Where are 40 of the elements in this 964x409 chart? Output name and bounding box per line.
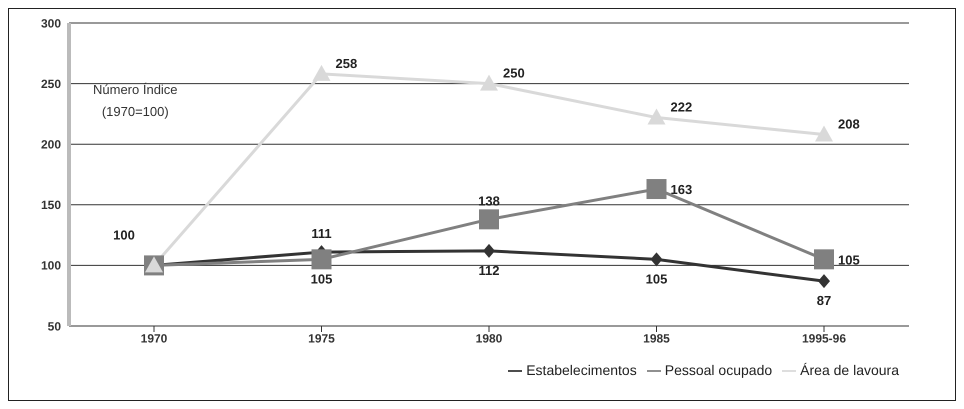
point <box>479 209 499 230</box>
x-tick-label: 1985 <box>643 332 670 346</box>
y-tick-label: 300 <box>40 16 62 30</box>
data-label: 105 <box>310 271 332 286</box>
point <box>648 108 666 125</box>
x-tick-label: 1980 <box>476 332 503 346</box>
point <box>312 64 330 81</box>
legend-label: Área de lavoura <box>800 362 899 378</box>
y-tick-label: 50 <box>48 319 62 334</box>
data-label: 87 <box>816 293 832 308</box>
point <box>480 74 498 91</box>
data-label: 138 <box>478 193 500 208</box>
data-label: 111 <box>311 226 332 242</box>
point <box>650 252 662 266</box>
legend-label: Pessoal ocupado <box>664 362 772 378</box>
point <box>814 249 834 270</box>
legend-label: Estabelecimentos <box>526 362 637 378</box>
point <box>483 244 495 258</box>
y-tick-label: 200 <box>40 137 62 152</box>
data-label: 208 <box>838 116 860 132</box>
annotation: Número Índice <box>93 81 178 99</box>
data-label: 105 <box>838 252 860 268</box>
y-tick-label: 100 <box>40 258 62 273</box>
y-tick-label: 250 <box>40 76 62 91</box>
data-label: 112 <box>478 262 500 278</box>
point <box>818 274 830 288</box>
data-label: 163 <box>670 182 692 198</box>
data-label: 105 <box>646 271 668 286</box>
point <box>312 249 332 270</box>
point <box>815 126 833 142</box>
x-tick-label: 1975 <box>308 332 336 346</box>
x-tick-label: 1970 <box>140 332 168 346</box>
annotation: (1970=100) <box>100 103 170 121</box>
data-label: 250 <box>503 66 525 81</box>
data-label: 258 <box>336 56 358 71</box>
data-label: 100 <box>113 227 135 242</box>
x-tick-label: 1995-96 <box>802 332 846 346</box>
y-tick-label: 150 <box>40 198 62 212</box>
point <box>646 179 666 200</box>
data-label: 222 <box>670 100 692 115</box>
